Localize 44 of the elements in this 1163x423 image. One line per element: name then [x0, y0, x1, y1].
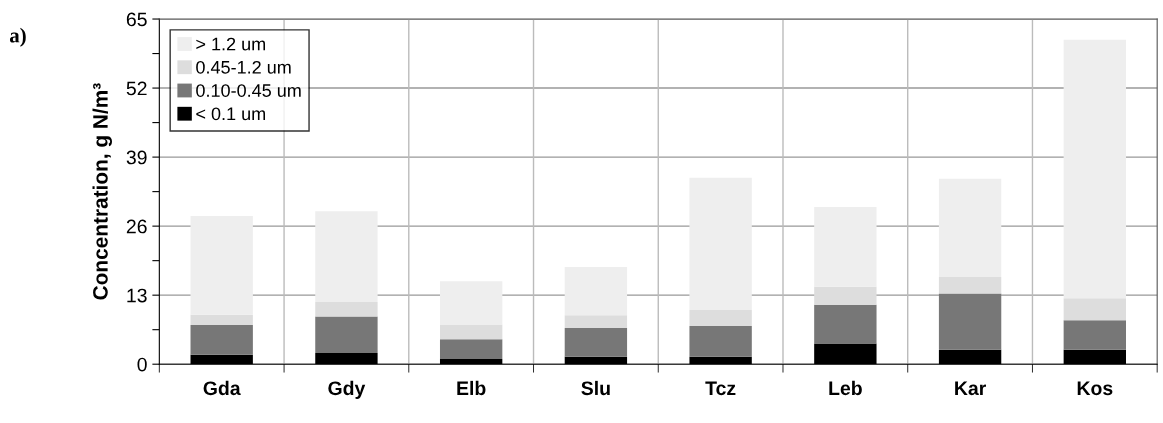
- legend-label: 0.10-0.45 um: [196, 84, 301, 97]
- bar: [190, 216, 253, 315]
- y-tick-label: 13: [127, 288, 147, 303]
- bar: [1063, 298, 1126, 321]
- x-tick-label: Leb: [829, 380, 862, 396]
- y-axis-title: Concentration, g N/m³: [92, 83, 113, 300]
- bar: [190, 324, 253, 355]
- legend-label: < 0.1 um: [196, 107, 266, 121]
- y-tick-label: 26: [126, 219, 147, 234]
- bar: [315, 302, 378, 317]
- bar: [1063, 320, 1126, 350]
- x-tick-label: Tcz: [705, 381, 736, 396]
- bar: [689, 325, 752, 357]
- bar: [689, 177, 752, 311]
- bar: [315, 316, 378, 354]
- bar: [190, 314, 253, 325]
- legend-label: > 1.2 um: [196, 37, 266, 51]
- bar: [439, 339, 503, 359]
- x-tick-label: Slu: [581, 380, 610, 396]
- bar: [938, 293, 1002, 350]
- y-tick-label: 39: [126, 150, 147, 165]
- bar: [439, 281, 503, 325]
- y-tick-label: 0: [137, 357, 147, 372]
- x-tick-label: Kos: [1077, 381, 1113, 396]
- x-tick-label: Kar: [955, 381, 987, 396]
- bar: [439, 324, 503, 340]
- bar: [814, 304, 877, 344]
- x-tick-label: Gda: [203, 380, 241, 396]
- x-tick-label: Gdy: [328, 380, 366, 399]
- text: a): [9, 27, 26, 47]
- legend-label: 0.45-1.2 um: [196, 60, 291, 74]
- bar: [814, 286, 877, 305]
- bar: [564, 315, 628, 329]
- x-tick-label: Elb: [457, 380, 486, 396]
- bar: [1063, 39, 1126, 299]
- bar: [814, 207, 877, 287]
- bar: [938, 178, 1002, 278]
- bar: [315, 211, 378, 303]
- y-tick-label: 52: [126, 81, 147, 96]
- bar: [564, 267, 628, 316]
- bar: [564, 328, 628, 357]
- bar: [938, 277, 1002, 294]
- y-tick-label: 65: [126, 12, 147, 27]
- bar: [689, 310, 752, 326]
